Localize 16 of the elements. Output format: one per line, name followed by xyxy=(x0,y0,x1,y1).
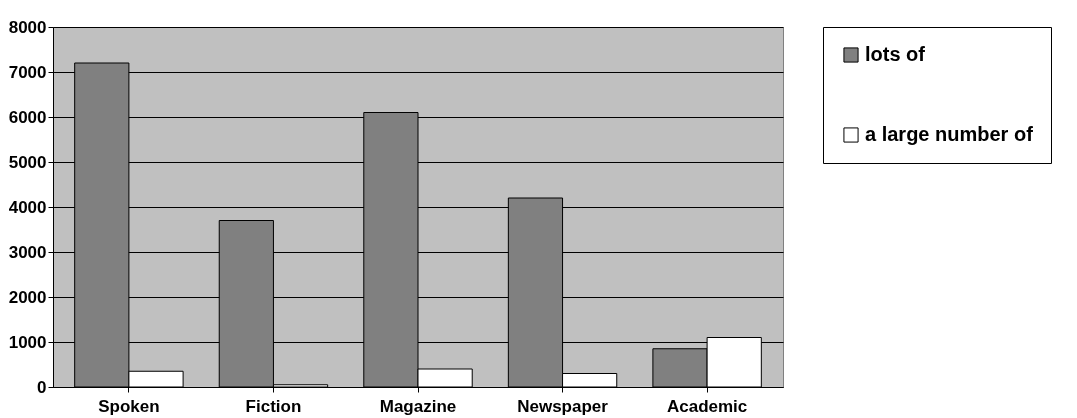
y-tick-label: 2000 xyxy=(8,287,47,307)
legend-label: lots of xyxy=(865,43,926,65)
y-tick-label: 5000 xyxy=(8,152,47,172)
y-tick-label: 3000 xyxy=(8,242,47,262)
y-tick-label: 4000 xyxy=(8,197,47,217)
legend-label: a large number of xyxy=(865,123,1034,145)
x-tick-label: Magazine xyxy=(379,396,457,416)
y-tick-label: 1000 xyxy=(8,332,47,352)
y-tick-label: 6000 xyxy=(8,107,47,127)
y-tick-label: 7000 xyxy=(8,62,47,82)
x-tick-label: Academic xyxy=(666,396,748,416)
y-tick-label: 0 xyxy=(37,377,47,397)
y-tick-label: 8000 xyxy=(8,17,47,37)
x-tick-label: Newspaper xyxy=(517,396,609,416)
x-tick-label: Fiction xyxy=(245,396,302,416)
x-tick-label: Spoken xyxy=(98,396,160,416)
